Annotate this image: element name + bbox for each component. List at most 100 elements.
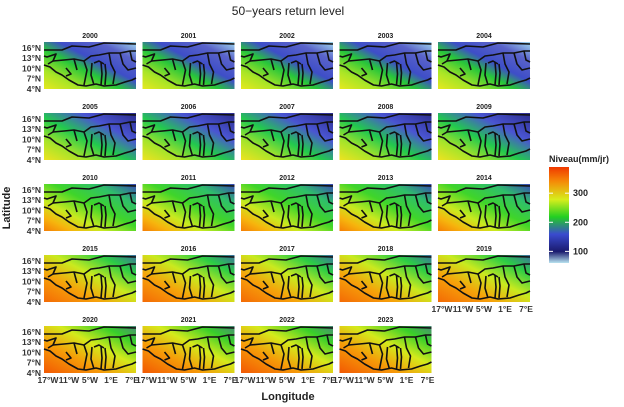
x-tick-label: 5°W bbox=[180, 375, 197, 385]
panel-title: 2005 bbox=[82, 104, 98, 111]
y-tick-label: 7°N bbox=[27, 74, 41, 84]
x-tick-label: 11°W bbox=[59, 375, 80, 385]
panel-2000: 2000 bbox=[43, 33, 137, 89]
panel-2018: 2018 bbox=[338, 246, 433, 302]
raster-field bbox=[142, 113, 235, 160]
x-tick-labels: 17°W 11°W 5°W 1°E 7°E17°W 11°W 5°W 1°E 7°E17°W 11… bbox=[38, 304, 534, 385]
y-tick-label: 13°N bbox=[22, 337, 41, 347]
panel-2006: 2006 bbox=[141, 104, 236, 160]
panel-2017: 2017 bbox=[240, 246, 334, 302]
y-axis-label: Latitude bbox=[1, 187, 13, 230]
x-tick-label: 11°W bbox=[354, 375, 375, 385]
panel-2009: 2009 bbox=[437, 104, 531, 160]
panel-2007: 2007 bbox=[240, 104, 334, 160]
x-tick-label: 7°E bbox=[322, 375, 336, 385]
x-tick-label: 11°W bbox=[256, 375, 277, 385]
panel-title: 2003 bbox=[378, 33, 394, 40]
raster-field bbox=[44, 184, 136, 231]
y-tick-label: 4°N bbox=[27, 297, 41, 307]
x-tick-label: 17°W bbox=[235, 375, 257, 385]
panel-title: 2022 bbox=[279, 317, 295, 324]
x-tick-label: 7°E bbox=[421, 375, 435, 385]
x-tick-label: 7°E bbox=[224, 375, 238, 385]
raster-field bbox=[339, 326, 432, 373]
raster-field bbox=[142, 42, 235, 89]
raster-field bbox=[339, 184, 432, 231]
x-tick-label: 17°W bbox=[432, 304, 454, 314]
raster-field bbox=[241, 255, 333, 302]
panel-2020: 2020 bbox=[43, 317, 137, 373]
raster-field bbox=[44, 255, 136, 302]
panel-title: 2008 bbox=[378, 104, 394, 111]
raster-field bbox=[438, 184, 530, 231]
panel-title: 2014 bbox=[476, 175, 492, 182]
raster-field bbox=[438, 113, 530, 160]
raster-field bbox=[241, 326, 333, 373]
legend-tick-label: 200 bbox=[573, 217, 588, 227]
panel-title: 2019 bbox=[476, 246, 492, 253]
y-tick-label: 4°N bbox=[27, 155, 41, 165]
x-tick-label: 1°E bbox=[104, 375, 118, 385]
panel-title: 2020 bbox=[82, 317, 98, 324]
x-tick-label: 1°E bbox=[301, 375, 315, 385]
y-tick-label: 13°N bbox=[22, 53, 41, 63]
panel-title: 2012 bbox=[279, 175, 295, 182]
raster-field bbox=[44, 113, 136, 160]
panel-2008: 2008 bbox=[338, 104, 433, 160]
y-tick-label: 7°N bbox=[27, 287, 41, 297]
y-tick-label: 10°N bbox=[22, 347, 41, 357]
raster-field bbox=[44, 326, 136, 373]
legend-title: Niveau(mm/jr) bbox=[549, 154, 609, 164]
panel-2023: 2023 bbox=[338, 317, 433, 373]
y-tick-labels: 16°N13°N10°N7°N4°N16°N13°N10°N7°N4°N16°N… bbox=[22, 43, 41, 378]
panel-2004: 2004 bbox=[437, 33, 531, 89]
y-tick-label: 10°N bbox=[22, 63, 41, 73]
raster-field bbox=[339, 113, 432, 160]
x-tick-label: 1°E bbox=[498, 304, 512, 314]
panel-2012: 2012 bbox=[240, 175, 334, 231]
panel-title: 2010 bbox=[82, 175, 98, 182]
raster-field bbox=[44, 42, 136, 89]
x-tick-label: 7°E bbox=[125, 375, 139, 385]
panel-2003: 2003 bbox=[338, 33, 433, 89]
y-tick-label: 16°N bbox=[22, 185, 41, 195]
panel-2002: 2002 bbox=[240, 33, 334, 89]
legend-colorbar bbox=[549, 167, 569, 263]
raster-field bbox=[438, 42, 530, 89]
y-tick-label: 16°N bbox=[22, 256, 41, 266]
y-tick-label: 10°N bbox=[22, 205, 41, 215]
x-axis-label: Longitude bbox=[261, 391, 314, 403]
panel-2019: 2019 bbox=[437, 246, 531, 302]
x-tick-label: 5°W bbox=[476, 304, 493, 314]
raster-field bbox=[339, 255, 432, 302]
panel-title: 2023 bbox=[378, 317, 394, 324]
panel-2010: 2010 bbox=[43, 175, 137, 231]
raster-field bbox=[438, 255, 530, 302]
y-tick-label: 13°N bbox=[22, 124, 41, 134]
x-tick-label: 11°W bbox=[453, 304, 474, 314]
raster-field bbox=[241, 184, 333, 231]
x-tick-label: 11°W bbox=[157, 375, 178, 385]
panel-title: 2009 bbox=[476, 104, 492, 111]
y-tick-label: 10°N bbox=[22, 134, 41, 144]
raster-field bbox=[142, 184, 235, 231]
panels: 2000 2001 2002 2003 2004 2005 2006 2007 2008 2009… bbox=[43, 33, 531, 373]
legend-tick-label: 100 bbox=[573, 246, 588, 256]
panel-2022: 2022 bbox=[240, 317, 334, 373]
raster-field bbox=[241, 113, 333, 160]
panel-2013: 2013 bbox=[338, 175, 433, 231]
panel-2021: 2021 bbox=[141, 317, 236, 373]
raster-field bbox=[339, 42, 432, 89]
legend-ticks: 100 200 300 bbox=[549, 188, 588, 256]
y-tick-label: 4°N bbox=[27, 368, 41, 378]
panel-title: 2015 bbox=[82, 246, 98, 253]
panel-title: 2021 bbox=[181, 317, 197, 324]
legend: Niveau(mm/jr) 100 200 300 bbox=[549, 154, 609, 263]
y-tick-label: 10°N bbox=[22, 276, 41, 286]
y-tick-label: 7°N bbox=[27, 145, 41, 155]
panel-title: 2000 bbox=[82, 33, 98, 40]
x-tick-label: 1°E bbox=[400, 375, 414, 385]
panel-2015: 2015 bbox=[43, 246, 137, 302]
y-tick-label: 4°N bbox=[27, 84, 41, 94]
